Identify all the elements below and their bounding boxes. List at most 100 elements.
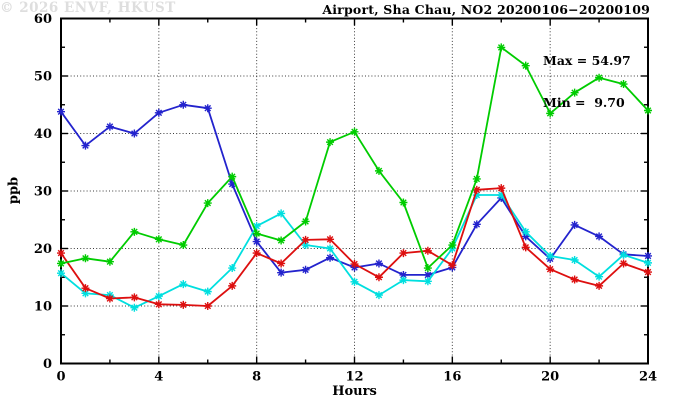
y-tick-label: 20: [34, 242, 52, 257]
series-cyan-marker: [277, 209, 286, 218]
series-blue-marker: [203, 104, 212, 113]
series-green-marker: [179, 241, 188, 250]
series-red-marker: [546, 265, 555, 274]
series-blue-marker: [57, 107, 65, 116]
x-tick-label: 12: [345, 370, 363, 385]
series-green-marker: [57, 259, 65, 268]
series-cyan-marker: [374, 291, 383, 300]
series-cyan-marker: [423, 277, 432, 286]
series-red-marker: [81, 284, 90, 293]
series-cyan-marker: [228, 264, 237, 273]
series-blue-marker: [81, 141, 90, 150]
series-cyan-marker: [81, 289, 90, 298]
series-blue-marker: [252, 237, 261, 246]
series-cyan-marker: [130, 303, 139, 312]
y-tick-label: 60: [34, 12, 52, 27]
x-tick-label: 24: [639, 370, 657, 385]
series-green-marker: [105, 257, 114, 266]
series-red-marker: [277, 259, 286, 268]
series-blue-marker: [644, 251, 652, 260]
series-blue-marker: [521, 232, 530, 241]
series-red-marker: [350, 260, 359, 269]
chart-title: Airport, Sha Chau, NO2 20200106−20200109: [322, 2, 650, 17]
max-annotation: Max = 54.97: [543, 53, 631, 68]
series-green-marker: [130, 227, 139, 236]
series-cyan-marker: [252, 222, 261, 231]
series-blue-marker: [326, 253, 335, 262]
series-red-marker: [57, 249, 65, 258]
series-green-marker: [203, 199, 212, 208]
series-green-marker: [154, 235, 163, 244]
x-axis-label: Hours: [332, 384, 377, 399]
series-blue-marker: [130, 129, 139, 138]
series-cyan-marker: [301, 241, 310, 250]
series-red-marker: [154, 300, 163, 309]
series-green-marker: [350, 127, 359, 136]
series-green-marker: [497, 43, 506, 52]
y-tick-label: 10: [34, 300, 52, 315]
series-red-marker: [130, 293, 139, 302]
series-green-marker: [448, 241, 457, 250]
series-green-marker: [277, 236, 286, 245]
series-cyan-marker: [203, 287, 212, 296]
y-axis-label: ppb: [6, 176, 22, 205]
series-red-marker: [399, 249, 408, 258]
series-green-marker: [619, 80, 628, 89]
series-green-marker: [326, 138, 335, 147]
series-red-marker: [105, 294, 114, 303]
series-blue-marker: [423, 270, 432, 279]
series-red-line: [60, 187, 649, 307]
series-red-marker: [472, 185, 481, 194]
series-red-marker: [374, 273, 383, 282]
series-green-marker: [399, 198, 408, 207]
series-cyan-marker: [399, 276, 408, 285]
x-tick-label: 4: [154, 370, 163, 385]
series-blue-marker: [472, 220, 481, 229]
series-green-marker: [228, 172, 237, 181]
series-blue-marker: [154, 108, 163, 117]
max-min-annotation: Max = 54.97 Min = 9.70: [543, 26, 631, 138]
series-red-marker: [228, 281, 237, 290]
series-blue-marker: [105, 122, 114, 131]
series-blue-marker: [399, 270, 408, 279]
series-green-marker: [521, 61, 530, 70]
series-red-marker: [252, 249, 261, 258]
series-blue-marker: [228, 180, 237, 189]
series-red-marker: [448, 261, 457, 270]
series-green-marker: [546, 109, 555, 118]
series-cyan-marker: [497, 191, 506, 200]
series-blue-marker: [374, 259, 383, 268]
series-green-marker: [570, 88, 579, 97]
watermark-text: © 2026 ENVF, HKUST: [0, 0, 176, 16]
series-green-marker: [472, 174, 481, 183]
y-tick-label: 50: [34, 70, 52, 85]
series-cyan-marker: [595, 272, 604, 281]
series-red-marker: [203, 302, 212, 310]
series-cyan-marker: [326, 244, 335, 253]
series-green-marker: [301, 217, 310, 226]
series-cyan-marker: [619, 250, 628, 259]
series-cyan-marker: [179, 280, 188, 289]
series-red-marker: [595, 281, 604, 290]
series-blue-marker: [179, 100, 188, 109]
x-tick-label: 16: [443, 370, 461, 385]
series-red-marker: [326, 235, 335, 244]
series-cyan-marker: [472, 191, 481, 200]
y-tick-label: 40: [34, 127, 52, 142]
y-tick-label: 30: [34, 185, 52, 200]
min-annotation: Min = 9.70: [543, 95, 625, 110]
plot-frame: [60, 17, 649, 365]
series-blue-marker: [301, 265, 310, 274]
series-cyan-marker: [57, 269, 65, 278]
series-blue-marker: [277, 268, 286, 277]
series-cyan-marker: [350, 277, 359, 286]
series-cyan-marker: [570, 256, 579, 264]
x-tick-label: 0: [56, 370, 65, 385]
series-green-marker: [644, 106, 652, 115]
series-green-marker: [595, 73, 604, 82]
series-red-marker: [497, 184, 506, 193]
series-red-marker: [179, 300, 188, 309]
series-red-marker: [521, 243, 530, 252]
